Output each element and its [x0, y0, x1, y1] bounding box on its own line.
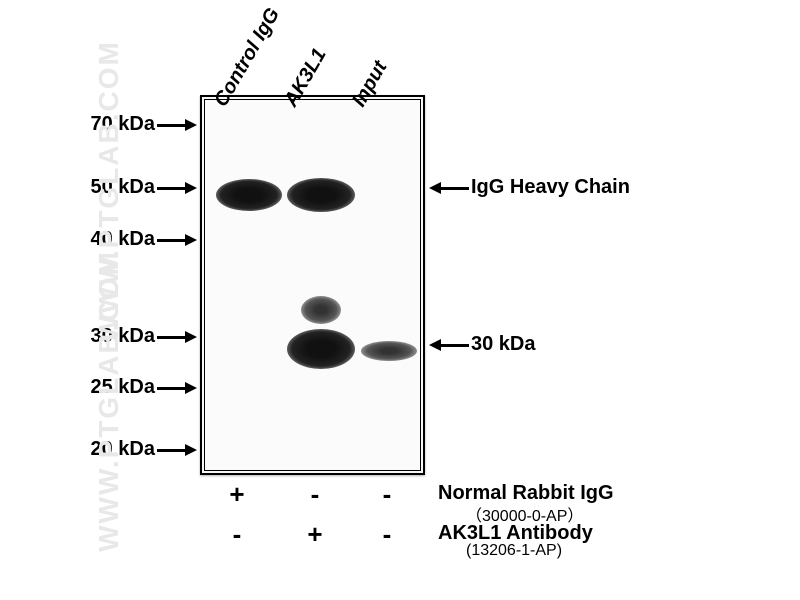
marker-arrow-right-icon	[157, 331, 197, 343]
molecular-weight-label: 25 kDa	[0, 376, 155, 399]
protein-band	[216, 179, 282, 211]
treatment-matrix-sign: +	[300, 519, 330, 550]
marker-arrow-right-icon	[157, 182, 197, 194]
molecular-weight-label: 40 kDa	[0, 228, 155, 251]
marker-arrow-right-icon	[157, 234, 197, 246]
molecular-weight-label: 20 kDa	[0, 438, 155, 461]
marker-arrow-right-icon	[157, 444, 197, 456]
treatment-matrix-sign: -	[222, 519, 252, 550]
antibody-catalog-number: (13206-1-AP)	[466, 542, 562, 560]
protein-band	[287, 329, 355, 369]
treatment-matrix-sign: -	[372, 519, 402, 550]
treatment-matrix-sign: -	[372, 479, 402, 510]
protein-band	[361, 341, 417, 361]
annotation-label: 30 kDa	[471, 333, 536, 356]
protein-band	[287, 178, 355, 212]
annotation-arrow-left-icon	[429, 339, 469, 351]
treatment-matrix-sign: -	[300, 479, 330, 510]
treatment-matrix-sign: +	[222, 479, 252, 510]
western-blot-membrane	[200, 95, 425, 475]
annotation-label: IgG Heavy Chain	[471, 176, 630, 199]
protein-band	[301, 296, 341, 324]
marker-arrow-right-icon	[157, 382, 197, 394]
blot-inner-border	[204, 99, 421, 471]
annotation-arrow-left-icon	[429, 182, 469, 194]
molecular-weight-label: 30 kDa	[0, 325, 155, 348]
watermark: WWW.PTGLAB.COM	[93, 250, 125, 552]
molecular-weight-label: 70 kDa	[0, 113, 155, 136]
marker-arrow-right-icon	[157, 119, 197, 131]
molecular-weight-label: 50 kDa	[0, 176, 155, 199]
